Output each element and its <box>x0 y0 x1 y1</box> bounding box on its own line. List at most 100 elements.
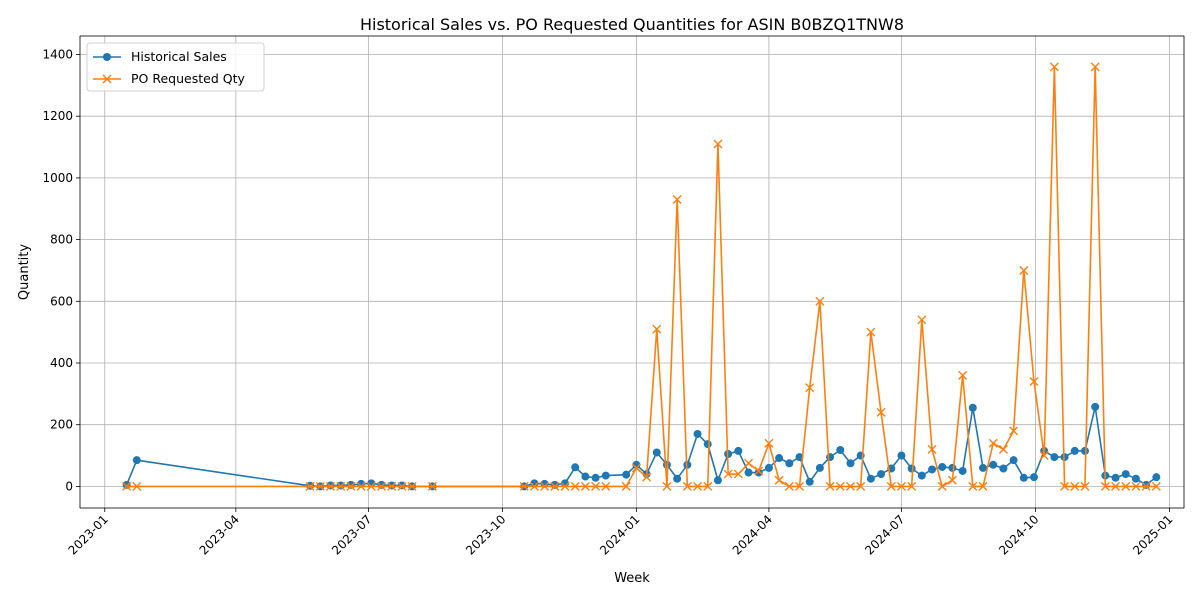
y-tick-label: 600 <box>50 294 73 308</box>
data-point <box>998 444 1008 454</box>
data-point <box>1090 62 1100 72</box>
data-point <box>102 74 112 84</box>
legend-frame <box>86 42 265 92</box>
data-point <box>673 474 682 483</box>
data-point <box>1141 481 1151 491</box>
data-point <box>907 481 917 491</box>
data-point <box>1131 474 1140 483</box>
x-tick-label: 2025-01 <box>1130 512 1175 557</box>
x-tick-label: 2024-01 <box>597 512 642 557</box>
data-point <box>571 463 580 472</box>
data-point <box>622 470 631 479</box>
data-point <box>1152 473 1161 482</box>
data-point <box>1151 481 1161 491</box>
data-point <box>377 480 386 489</box>
data-point <box>132 481 142 491</box>
data-point <box>876 407 886 417</box>
data-point <box>815 296 825 306</box>
data-point <box>1070 446 1079 455</box>
data-point <box>703 440 712 449</box>
data-point <box>845 481 855 491</box>
data-point <box>1080 446 1089 455</box>
y-tick-label: 400 <box>50 356 73 370</box>
data-point <box>1080 481 1090 491</box>
data-point <box>979 463 988 472</box>
data-point <box>1070 481 1080 491</box>
x-axis-label: Week <box>614 571 650 586</box>
data-point <box>591 481 601 491</box>
data-point <box>774 475 784 485</box>
data-point <box>346 480 355 489</box>
data-point <box>754 468 763 477</box>
data-point <box>1060 481 1070 491</box>
data-point <box>529 481 539 491</box>
data-point <box>917 471 926 480</box>
data-point <box>866 474 875 483</box>
x-tick-label: 2024-10 <box>996 512 1041 557</box>
x-tick-label: 2023-04 <box>197 512 242 557</box>
data-point <box>703 481 713 491</box>
data-point <box>693 481 703 491</box>
data-point <box>652 448 661 457</box>
data-point <box>988 438 998 448</box>
data-point <box>1049 62 1059 72</box>
data-point <box>826 453 835 462</box>
data-point <box>1019 473 1028 482</box>
data-point <box>672 195 682 204</box>
grid <box>80 36 1184 508</box>
data-point <box>1100 481 1110 491</box>
data-point <box>1029 473 1038 482</box>
x-tick-label: 2023-10 <box>463 512 508 557</box>
data-point <box>1029 377 1039 387</box>
data-point <box>662 481 672 491</box>
data-point <box>305 481 315 491</box>
data-point <box>570 481 580 491</box>
data-point <box>560 481 570 491</box>
data-point <box>723 469 733 479</box>
data-point <box>886 481 896 491</box>
data-point <box>764 438 774 448</box>
data-point <box>580 481 590 491</box>
series-line <box>126 66 1157 488</box>
data-point <box>336 481 346 491</box>
data-point <box>376 481 386 491</box>
data-point <box>877 470 886 479</box>
data-point <box>713 139 723 149</box>
x-axis: 2023-01 2023-04 2023-07 2023-10 2024-01 2024-… <box>66 508 1176 558</box>
data-point <box>958 370 968 380</box>
data-point <box>999 464 1008 473</box>
plot-frame <box>79 35 1185 509</box>
series-layer <box>122 62 1161 491</box>
y-axis-label: Quantity <box>17 244 32 300</box>
data-point <box>427 481 437 491</box>
data-point <box>550 480 559 489</box>
x-tick-label: 2023-07 <box>329 512 374 557</box>
data-point <box>866 327 876 337</box>
legend-label: Historical Sales <box>131 49 227 64</box>
data-point <box>591 473 600 482</box>
data-point <box>356 481 366 491</box>
data-point <box>1039 451 1049 461</box>
data-point <box>1131 481 1141 491</box>
data-point <box>825 481 835 491</box>
series-line <box>125 406 1157 488</box>
data-point <box>928 465 937 474</box>
y-tick-label: 0 <box>65 479 73 493</box>
data-point <box>733 469 743 479</box>
data-point <box>785 459 794 468</box>
data-point <box>907 464 916 473</box>
x-tick-label: 2024-04 <box>730 512 775 557</box>
y-tick-label: 1000 <box>42 171 73 185</box>
data-point <box>1111 473 1120 482</box>
x-tick-label: 2024-07 <box>862 512 907 557</box>
data-point <box>550 481 560 491</box>
data-point <box>897 451 906 460</box>
data-point <box>366 481 376 491</box>
data-point <box>744 458 754 468</box>
data-point <box>927 444 937 454</box>
data-point <box>947 475 957 485</box>
data-point <box>744 468 753 477</box>
data-point <box>642 472 652 482</box>
data-point <box>775 454 784 463</box>
data-point <box>621 481 631 491</box>
